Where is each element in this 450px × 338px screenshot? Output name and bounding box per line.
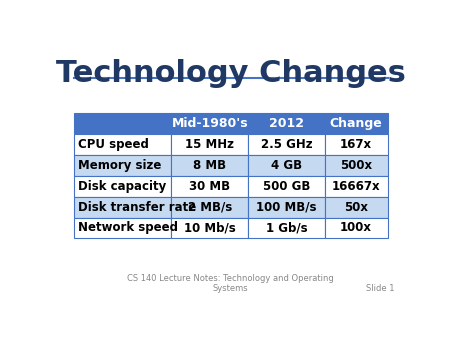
Text: 500x: 500x (340, 159, 372, 172)
Bar (325, 134, 387, 155)
Bar (74, 176, 171, 197)
Text: 15 MHz: 15 MHz (185, 138, 234, 151)
Text: 1 Gb/s: 1 Gb/s (266, 221, 307, 235)
Bar (171, 134, 248, 155)
Bar (171, 218, 248, 238)
Bar (171, 155, 248, 176)
Text: 50x: 50x (344, 201, 368, 214)
Text: 16667x: 16667x (332, 180, 381, 193)
Text: Memory size: Memory size (78, 159, 162, 172)
Text: Technology Changes: Technology Changes (56, 59, 405, 88)
Bar (74, 155, 171, 176)
Bar (74, 114, 171, 134)
Text: 100 MB/s: 100 MB/s (256, 201, 317, 214)
Bar (248, 218, 325, 238)
Text: 100x: 100x (340, 221, 372, 235)
Text: 8 MB: 8 MB (193, 159, 226, 172)
Bar (248, 197, 325, 218)
Text: 10 Mb/s: 10 Mb/s (184, 221, 236, 235)
Text: Slide 1: Slide 1 (366, 284, 395, 293)
Bar (325, 218, 387, 238)
Text: Change: Change (330, 117, 382, 130)
Bar (74, 134, 171, 155)
Bar (325, 155, 387, 176)
Text: Mid-1980's: Mid-1980's (171, 117, 248, 130)
Text: Network speed: Network speed (78, 221, 178, 235)
Text: 4 GB: 4 GB (271, 159, 302, 172)
Bar (325, 114, 387, 134)
Text: Disk capacity: Disk capacity (78, 180, 166, 193)
Bar (325, 176, 387, 197)
Bar (171, 197, 248, 218)
Bar (171, 114, 248, 134)
Bar (248, 134, 325, 155)
Text: Disk transfer rate: Disk transfer rate (78, 201, 197, 214)
Text: 2012: 2012 (269, 117, 304, 130)
Text: 2.5 GHz: 2.5 GHz (261, 138, 312, 151)
Text: CPU speed: CPU speed (78, 138, 149, 151)
Bar (171, 176, 248, 197)
Text: 30 MB: 30 MB (189, 180, 230, 193)
Text: 500 GB: 500 GB (263, 180, 310, 193)
Bar (248, 176, 325, 197)
Text: CS 140 Lecture Notes: Technology and Operating
Systems: CS 140 Lecture Notes: Technology and Ope… (127, 274, 334, 293)
Bar (248, 114, 325, 134)
Bar (74, 197, 171, 218)
Bar (248, 155, 325, 176)
Bar (325, 197, 387, 218)
Text: 2 MB/s: 2 MB/s (188, 201, 232, 214)
Text: 167x: 167x (340, 138, 372, 151)
Bar (74, 218, 171, 238)
